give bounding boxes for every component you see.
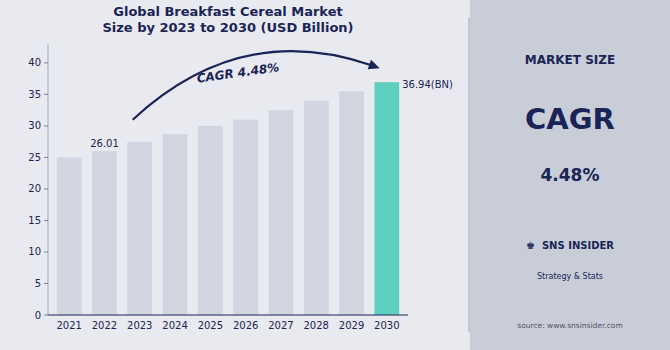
- bar: [339, 91, 364, 315]
- bar: [269, 110, 294, 315]
- bar: [233, 120, 258, 315]
- y-axis-line: [48, 44, 49, 315]
- bar: [57, 157, 82, 315]
- panel-cagr: CAGR: [525, 102, 615, 136]
- y-tick: [44, 283, 48, 284]
- y-tick: [44, 157, 48, 158]
- annotations: 26.01 36.94(BN) CAGR 4.48%: [90, 51, 453, 149]
- y-tick-label: 5: [35, 278, 41, 289]
- y-tick-label: 35: [28, 89, 41, 100]
- y-tick: [44, 125, 48, 126]
- y-axis: 0 5 10 15 20 25 30 35 40: [28, 44, 48, 321]
- y-tick-label: 30: [28, 120, 41, 131]
- cagr-arrow-head: [368, 60, 380, 69]
- bar: [304, 101, 329, 315]
- background: [0, 0, 670, 350]
- bar: [127, 142, 152, 315]
- bar-annotation: 36.94(BN): [402, 79, 453, 90]
- title: Global Breakfast Cereal Market: [113, 4, 342, 19]
- cagr-arrow: [133, 51, 372, 120]
- x-tick-label: 2024: [162, 320, 187, 331]
- subtitle: Size by 2023 to 2030 (USD Billion): [102, 20, 353, 35]
- x-tick-label: 2023: [127, 320, 152, 331]
- bar: [198, 126, 223, 315]
- bar: [163, 134, 188, 315]
- bars: [57, 82, 399, 315]
- bar: [374, 82, 399, 315]
- x-axis: 2021 2022 2023 2024 2025 2026 2027 2028 2029 2030: [48, 315, 408, 331]
- y-tick: [44, 188, 48, 189]
- cagr-label: CAGR 4.48%: [196, 60, 280, 85]
- x-tick-label: 2029: [339, 320, 364, 331]
- x-tick-label: 2027: [268, 320, 293, 331]
- y-tick-label: 40: [28, 57, 41, 68]
- side-panel: MARKET SIZE CAGR 4.48% ♚ SNS INSIDER Strateg…: [517, 53, 622, 331]
- x-tick-label: 2028: [304, 320, 329, 331]
- y-tick: [44, 251, 48, 252]
- x-axis-line: [48, 315, 408, 316]
- chart: Global Breakfast Cereal MarketSize by 20…: [0, 0, 670, 350]
- x-tick-label: 2030: [374, 320, 399, 331]
- y-tick-label: 15: [28, 215, 41, 226]
- panel-divider: [469, 18, 470, 333]
- x-tick-label: 2022: [92, 320, 117, 331]
- bar-annotation: 26.01: [90, 138, 119, 149]
- y-tick: [44, 94, 48, 95]
- y-tick: [44, 315, 48, 316]
- brand-tagline: Strategy & Stats: [537, 272, 603, 281]
- y-tick: [44, 62, 48, 63]
- panel-heading: MARKET SIZE: [525, 53, 615, 67]
- x-tick-label: 2025: [198, 320, 223, 331]
- side-panel-background: [470, 0, 670, 350]
- bar: [92, 151, 117, 315]
- panel-value: 4.48%: [541, 165, 600, 185]
- y-tick-label: 20: [28, 183, 41, 194]
- y-tick-label: 25: [28, 152, 41, 163]
- x-tick-label: 2026: [233, 320, 258, 331]
- y-tick: [44, 220, 48, 221]
- source-note: source: www.snsinsider.com: [517, 321, 622, 330]
- y-tick-label: 10: [28, 246, 41, 257]
- x-tick-label: 2021: [56, 320, 81, 331]
- y-tick-label: 0: [35, 310, 41, 321]
- brand-name: ♚ SNS INSIDER: [526, 240, 614, 251]
